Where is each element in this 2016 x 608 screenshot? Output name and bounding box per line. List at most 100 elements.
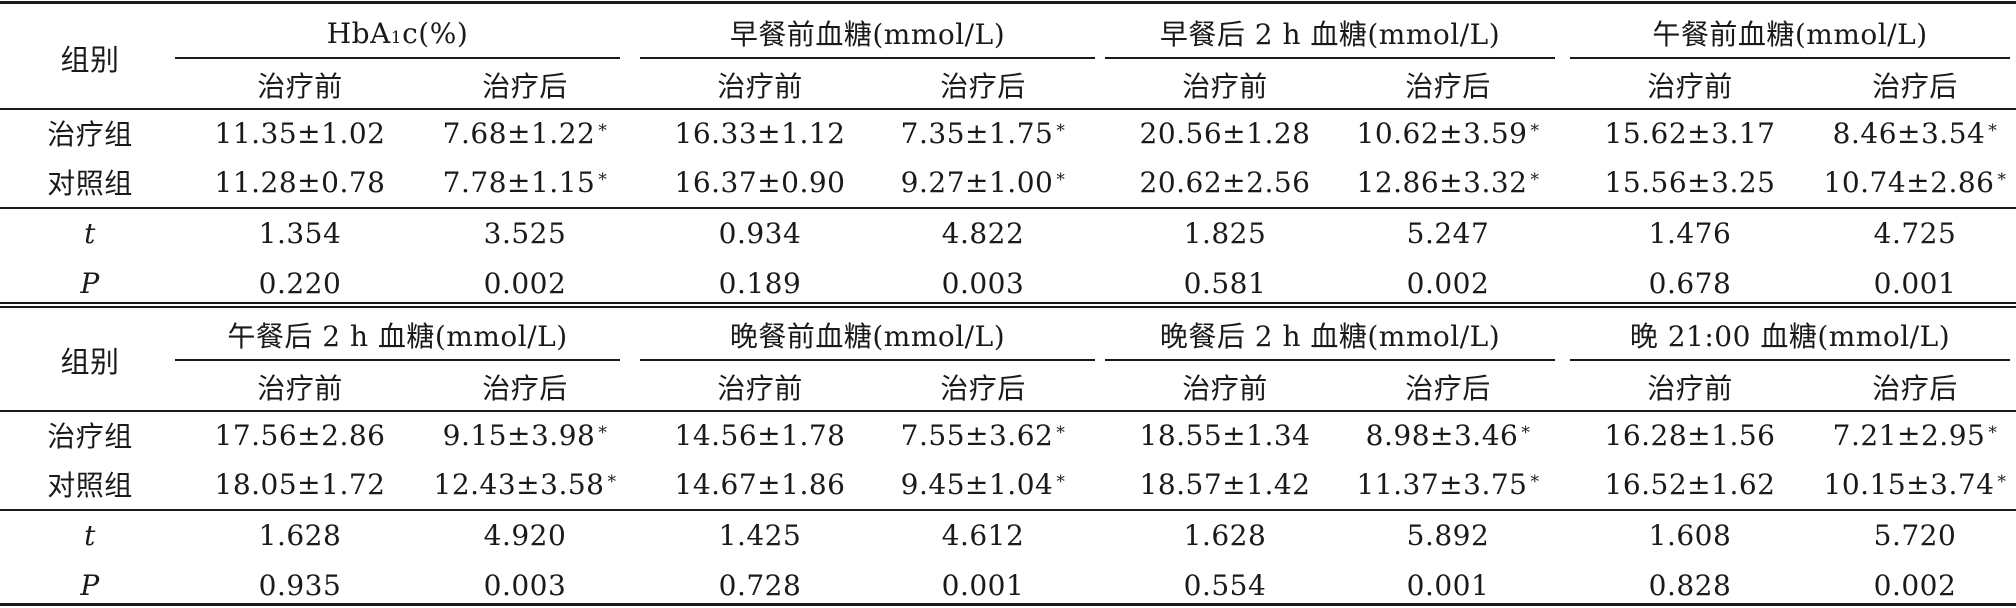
column-group-title: 晚餐前血糖(mmol/L) xyxy=(729,320,1006,353)
cell-value: 0.828 xyxy=(1648,568,1732,602)
significance-marker: * xyxy=(1056,121,1066,141)
data-cell: 10.74±2.86 * xyxy=(1800,159,2016,205)
data-cell: 14.56±1.78 xyxy=(650,412,870,458)
cell-value: 1.608 xyxy=(1648,518,1732,552)
significance-marker: * xyxy=(1997,170,2007,190)
row-label: t xyxy=(84,518,96,552)
cell-value: 5.892 xyxy=(1406,518,1490,552)
cell-value: 20.62±2.56 xyxy=(1139,165,1311,199)
cell-value: 0.001 xyxy=(1406,568,1490,602)
data-cell: 16.37±0.90 xyxy=(650,159,870,205)
cell-value: 16.37±0.90 xyxy=(674,165,846,199)
data-cell: 20.56±1.28 xyxy=(1115,110,1335,156)
cell-value: 9.15±3.98 xyxy=(442,418,596,452)
cell-value: 10.15±3.74 xyxy=(1823,467,1995,501)
cell-value: 1.476 xyxy=(1648,216,1732,250)
cell-value: 11.35±1.02 xyxy=(214,116,386,150)
cell-value: 16.52±1.62 xyxy=(1604,467,1776,501)
sub-header-cell: 治疗前 xyxy=(1182,70,1268,103)
cell-value: 4.612 xyxy=(941,518,1025,552)
cell-value: 18.05±1.72 xyxy=(214,467,386,501)
cell-value: 11.28±0.78 xyxy=(214,165,386,199)
header-bottom-rule xyxy=(0,108,2016,110)
significance-marker: * xyxy=(1521,423,1531,443)
column-group-title: HbA xyxy=(326,16,391,50)
significance-marker: * xyxy=(1056,472,1066,492)
cell-value: 5.720 xyxy=(1873,518,1957,552)
cell-value: 7.35±1.75 xyxy=(900,116,1054,150)
cell-value: 0.003 xyxy=(941,266,1025,300)
data-cell: 8.98±3.46 * xyxy=(1333,412,1563,458)
sub-header-cell: 治疗前 xyxy=(717,372,803,405)
data-cell: 9.27±1.00 * xyxy=(868,159,1098,205)
row-label: t xyxy=(84,216,96,250)
cell-value: 10.74±2.86 xyxy=(1823,165,1995,199)
cell-value: 0.554 xyxy=(1183,568,1267,602)
data-cell: 0.001 xyxy=(1333,562,1563,608)
significance-marker: * xyxy=(1056,170,1066,190)
data-cell: 4.920 xyxy=(410,512,640,558)
cell-value: 1.354 xyxy=(258,216,342,250)
data-cell: 18.55±1.34 xyxy=(1115,412,1335,458)
row-label: 对照组 xyxy=(47,167,133,200)
data-cell: 5.892 xyxy=(1333,512,1563,558)
cell-value: 0.002 xyxy=(1406,266,1490,300)
cell-value: 12.43±3.58 xyxy=(433,467,605,501)
data-cell: 1.825 xyxy=(1115,210,1335,256)
sub-header-cell: 治疗前 xyxy=(1182,372,1268,405)
data-cell: 10.62±3.59 * xyxy=(1333,110,1563,156)
section-separator-rule-second xyxy=(0,306,2016,308)
subscript-text: 1 xyxy=(390,28,403,48)
cell-value: 16.28±1.56 xyxy=(1604,418,1776,452)
sub-header-cell: 治疗后 xyxy=(482,372,568,405)
data-cell: 0.189 xyxy=(650,260,870,306)
data-cell: 0.001 xyxy=(868,562,1098,608)
row-label: P xyxy=(80,266,100,300)
sub-header-cell: 治疗前 xyxy=(717,70,803,103)
significance-marker: * xyxy=(598,170,608,190)
cell-value: 4.920 xyxy=(483,518,567,552)
data-cell: 16.33±1.12 xyxy=(650,110,870,156)
sub-header-cell: 治疗后 xyxy=(1872,372,1958,405)
data-cell: 0.678 xyxy=(1580,260,1800,306)
data-cell: 7.55±3.62 * xyxy=(868,412,1098,458)
data-cell: 9.45±1.04 * xyxy=(868,461,1098,507)
significance-marker: * xyxy=(1530,121,1540,141)
cell-value: 7.78±1.15 xyxy=(442,165,596,199)
data-cell: 4.725 xyxy=(1800,210,2016,256)
cell-value: 0.002 xyxy=(483,266,567,300)
data-cell: 5.247 xyxy=(1333,210,1563,256)
data-cell: 18.05±1.72 xyxy=(190,461,410,507)
column-group-header: 早餐前血糖(mmol/L) xyxy=(640,10,1095,56)
top-rule xyxy=(0,1,2016,4)
data-cell: 7.35±1.75 * xyxy=(868,110,1098,156)
cell-value: 16.33±1.12 xyxy=(674,116,846,150)
data-cell: 12.86±3.32 * xyxy=(1333,159,1563,205)
cell-value: 4.725 xyxy=(1873,216,1957,250)
column-group-title-rest: c(%) xyxy=(402,16,469,50)
sub-header-cell: 治疗前 xyxy=(257,70,343,103)
data-cell: 16.28±1.56 xyxy=(1580,412,1800,458)
cell-value: 0.581 xyxy=(1183,266,1267,300)
sub-header-cell: 治疗前 xyxy=(1647,372,1733,405)
cell-value: 14.56±1.78 xyxy=(674,418,846,452)
data-cell: 0.728 xyxy=(650,562,870,608)
cell-value: 0.001 xyxy=(1873,266,1957,300)
row-label: 治疗组 xyxy=(47,118,133,151)
significance-marker: * xyxy=(598,121,608,141)
data-cell: 0.828 xyxy=(1580,562,1800,608)
data-cell: 0.935 xyxy=(190,562,410,608)
cell-value: 15.56±3.25 xyxy=(1604,165,1776,199)
data-cell: 1.425 xyxy=(650,512,870,558)
group-header-underline xyxy=(1570,359,2010,361)
data-cell: 0.003 xyxy=(410,562,640,608)
data-cell: 4.822 xyxy=(868,210,1098,256)
cell-value: 7.21±2.95 xyxy=(1832,418,1986,452)
group-header-cell: 组别 xyxy=(60,43,120,77)
significance-marker: * xyxy=(1056,423,1066,443)
cell-value: 8.98±3.46 xyxy=(1365,418,1519,452)
data-cell: 12.43±3.58 * xyxy=(410,461,640,507)
group-header-underline xyxy=(1570,57,2010,59)
data-cell: 0.002 xyxy=(410,260,640,306)
